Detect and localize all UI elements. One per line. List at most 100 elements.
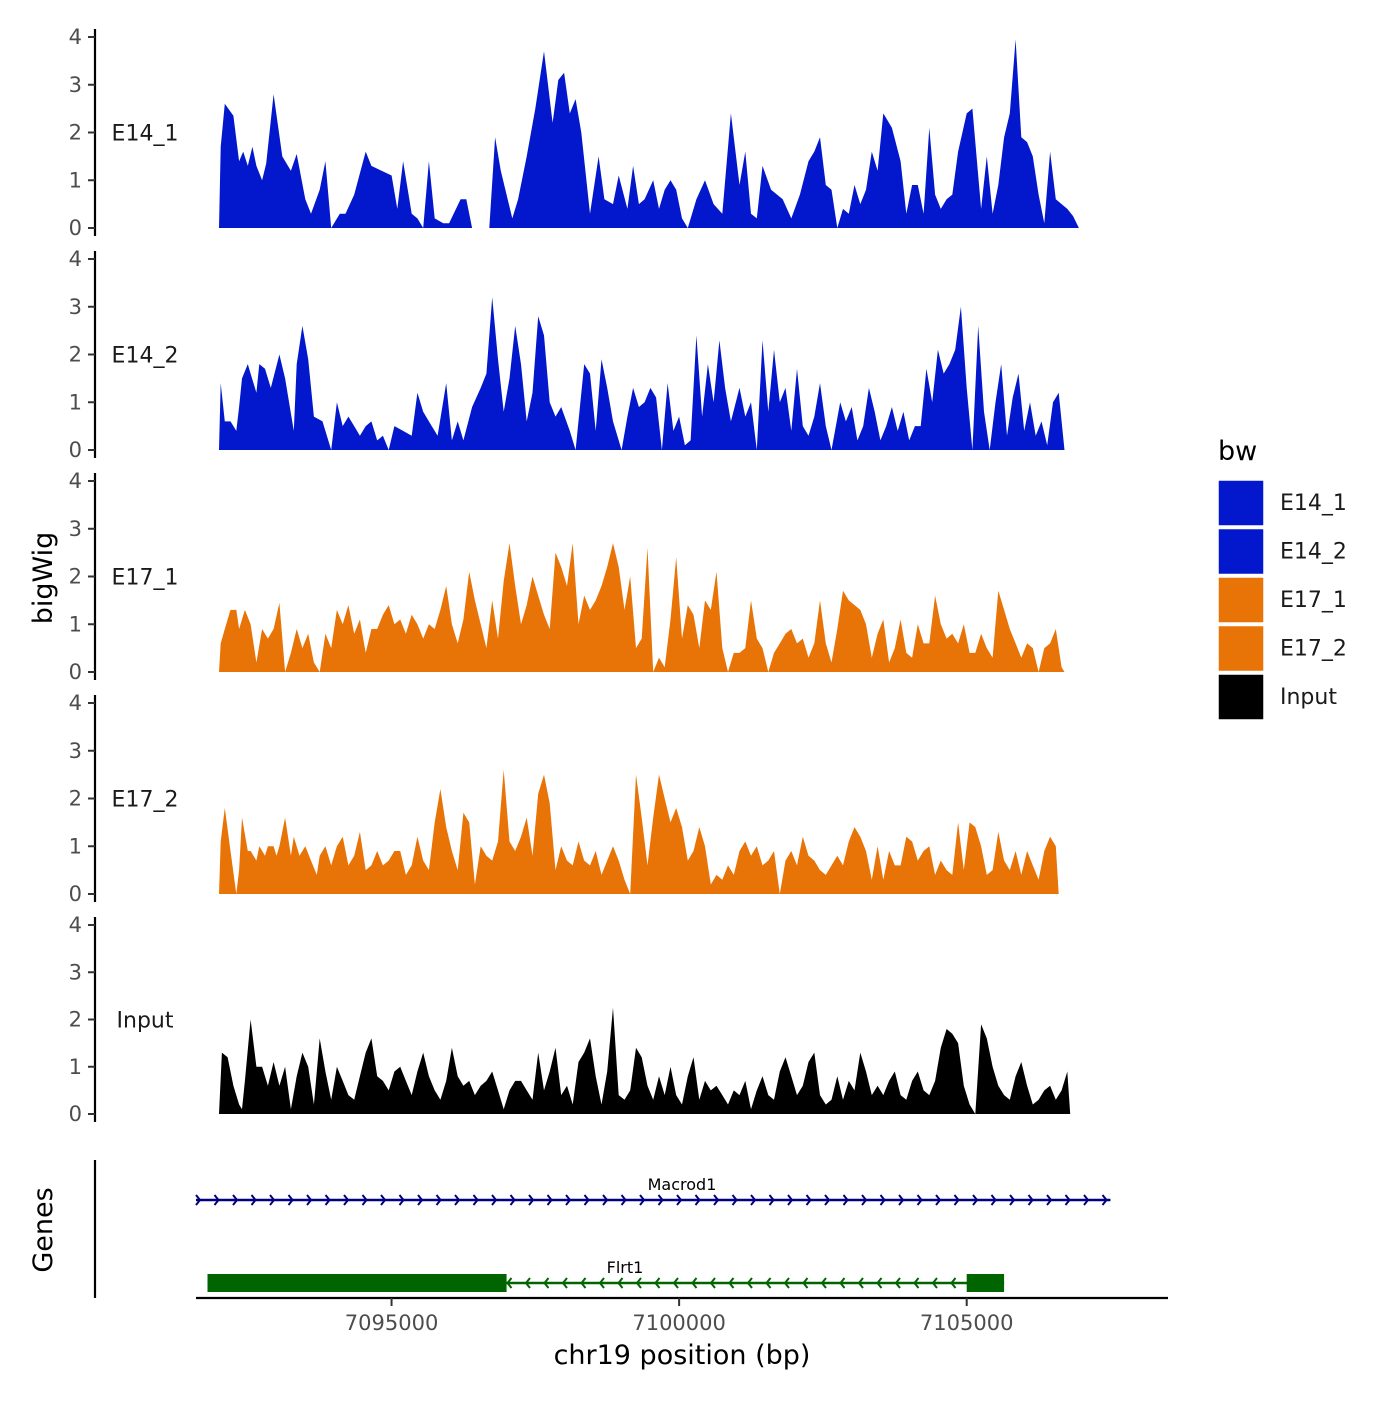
strand-chevron bbox=[543, 1277, 550, 1289]
strand-chevron bbox=[972, 1194, 979, 1206]
y-tick-label: 2 bbox=[69, 121, 82, 145]
x-tick-label: 7105000 bbox=[920, 1311, 1014, 1335]
strand-chevron bbox=[857, 1277, 864, 1289]
coverage-area-e14_2 bbox=[219, 297, 1065, 450]
strand-chevron bbox=[750, 1194, 757, 1206]
legend-label: Input bbox=[1280, 685, 1337, 710]
y-tick-label: 0 bbox=[69, 216, 82, 240]
strand-chevron bbox=[935, 1194, 942, 1206]
strand-chevron bbox=[950, 1277, 957, 1289]
y-tick-label: 2 bbox=[69, 565, 82, 589]
track-label: Input bbox=[117, 1009, 174, 1034]
track-label: E17_1 bbox=[112, 566, 179, 591]
y-tick-label: 0 bbox=[69, 438, 82, 462]
strand-chevron bbox=[546, 1194, 553, 1206]
strand-chevron bbox=[635, 1277, 642, 1289]
strand-chevron bbox=[894, 1277, 901, 1289]
strand-chevron bbox=[417, 1194, 424, 1206]
strand-chevron bbox=[694, 1194, 701, 1206]
legend-entry-e14_1: E14_1 bbox=[1217, 479, 1347, 527]
strand-chevron bbox=[879, 1194, 886, 1206]
strand-chevron bbox=[435, 1194, 442, 1206]
strand-chevron bbox=[768, 1194, 775, 1206]
strand-chevron bbox=[398, 1194, 405, 1206]
x-tick-label: 7100000 bbox=[632, 1311, 726, 1335]
legend-label: E14_2 bbox=[1280, 540, 1347, 565]
strand-chevron bbox=[324, 1194, 331, 1206]
legend-entry-e14_2: E14_2 bbox=[1217, 527, 1347, 576]
strand-chevron bbox=[561, 1277, 568, 1289]
track-label: E14_1 bbox=[112, 122, 179, 147]
legend-label: E14_1 bbox=[1280, 491, 1347, 516]
x-axis: 7095000 7100000 7105000 bbox=[196, 1296, 1168, 1335]
strand-chevron bbox=[787, 1194, 794, 1206]
strand-chevron bbox=[676, 1194, 683, 1206]
track-e17_1: 0 1 2 3 4 E17_1 bbox=[69, 469, 1065, 684]
legend-swatch bbox=[1217, 673, 1265, 721]
y-tick-label: 3 bbox=[69, 960, 82, 984]
strand-chevron bbox=[805, 1194, 812, 1206]
y-tick-label: 0 bbox=[69, 660, 82, 684]
y-tick-label: 3 bbox=[69, 73, 82, 97]
strand-chevron bbox=[454, 1194, 461, 1206]
y-tick-label: 1 bbox=[69, 168, 82, 192]
gene-macrod1: Macrod1 bbox=[195, 1175, 1111, 1206]
legend-entry-input: Input bbox=[1217, 673, 1337, 721]
legend-label: E17_1 bbox=[1280, 588, 1347, 613]
strand-chevron bbox=[306, 1194, 313, 1206]
strand-chevron bbox=[916, 1194, 923, 1206]
y-tick-label: 2 bbox=[69, 1008, 82, 1032]
y-tick-label: 0 bbox=[69, 1102, 82, 1126]
y-tick-label: 1 bbox=[69, 612, 82, 636]
strand-chevron bbox=[602, 1194, 609, 1206]
coverage-area-input bbox=[219, 1007, 1071, 1114]
y-tick-label: 4 bbox=[69, 25, 82, 49]
strand-chevron bbox=[565, 1194, 572, 1206]
legend-swatch bbox=[1217, 527, 1265, 576]
legend: bw E14_1 E14_2 E17_1 E17_2 Input bbox=[1217, 436, 1347, 721]
track-e14_2: 0 1 2 3 4 E14_2 bbox=[69, 247, 1065, 462]
strand-chevron bbox=[820, 1277, 827, 1289]
y-tick-label: 3 bbox=[69, 295, 82, 319]
coverage-area-e14_1 bbox=[219, 39, 1079, 229]
strand-chevron bbox=[728, 1277, 735, 1289]
strand-chevron bbox=[287, 1194, 294, 1206]
gene-exon bbox=[966, 1274, 1005, 1292]
strand-chevron bbox=[990, 1194, 997, 1206]
gene-exon bbox=[207, 1274, 507, 1292]
strand-chevron bbox=[842, 1194, 849, 1206]
y-tick-label: 1 bbox=[69, 834, 82, 858]
strand-chevron bbox=[269, 1194, 276, 1206]
track-label: E17_2 bbox=[112, 788, 179, 813]
strand-chevron bbox=[839, 1277, 846, 1289]
strand-chevron bbox=[861, 1194, 868, 1206]
y-tick-label: 4 bbox=[69, 247, 82, 271]
strand-chevron bbox=[731, 1194, 738, 1206]
y-tick-label: 1 bbox=[69, 1055, 82, 1079]
strand-chevron bbox=[1064, 1194, 1071, 1206]
legend-entry-e17_1: E17_1 bbox=[1217, 576, 1347, 624]
x-axis-title: chr19 position (bp) bbox=[554, 1340, 811, 1371]
strand-chevron bbox=[931, 1277, 938, 1289]
legend-title: bw bbox=[1218, 436, 1257, 467]
strand-chevron bbox=[657, 1194, 664, 1206]
strand-chevron bbox=[213, 1194, 220, 1206]
gene-label: Macrod1 bbox=[648, 1175, 717, 1194]
gene-flrt1: Flrt1 bbox=[207, 1258, 1005, 1292]
y-axis-title: bigWig bbox=[28, 532, 59, 625]
legend-swatch bbox=[1217, 624, 1265, 673]
strand-chevron bbox=[876, 1277, 883, 1289]
y-tick-label: 4 bbox=[69, 469, 82, 493]
strand-chevron bbox=[672, 1277, 679, 1289]
coverage-area-e17_1 bbox=[219, 543, 1065, 672]
strand-chevron bbox=[620, 1194, 627, 1206]
strand-chevron bbox=[639, 1194, 646, 1206]
strand-chevron bbox=[491, 1194, 498, 1206]
legend-entry-e17_2: E17_2 bbox=[1217, 624, 1347, 673]
track-label: E14_2 bbox=[112, 344, 179, 369]
track-input: 0 1 2 3 4 Input bbox=[69, 913, 1071, 1126]
y-tick-label: 0 bbox=[69, 882, 82, 906]
strand-chevron bbox=[713, 1194, 720, 1206]
